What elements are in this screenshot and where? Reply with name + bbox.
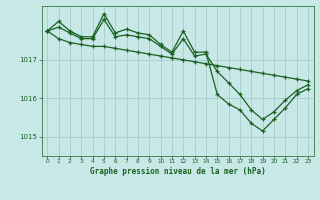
X-axis label: Graphe pression niveau de la mer (hPa): Graphe pression niveau de la mer (hPa) [90, 167, 266, 176]
